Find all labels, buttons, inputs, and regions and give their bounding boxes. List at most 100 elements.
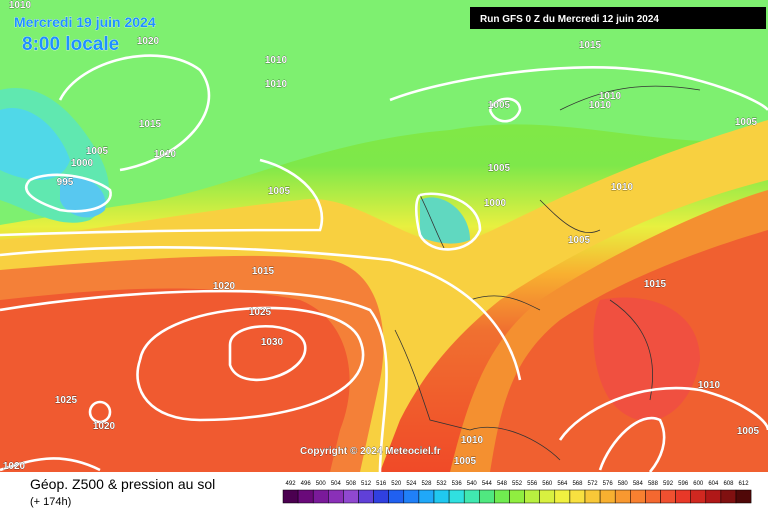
copyright: Copyright © 2024 Meteociel.fr bbox=[300, 446, 441, 457]
legend-label: 536 bbox=[452, 481, 463, 487]
legend-swatch bbox=[720, 489, 737, 504]
legend-label: 584 bbox=[633, 481, 644, 487]
legend-swatch bbox=[433, 489, 450, 504]
legend-label: 560 bbox=[542, 481, 553, 487]
isobar-label: 1020 bbox=[93, 421, 116, 432]
legend-label: 612 bbox=[739, 481, 750, 487]
isobar-label: 1005 bbox=[568, 235, 591, 246]
legend-label: 576 bbox=[603, 481, 614, 487]
legend-swatch bbox=[282, 489, 299, 504]
legend-swatch bbox=[494, 489, 510, 504]
legend-label: 512 bbox=[361, 481, 372, 487]
legend-swatch bbox=[297, 489, 314, 504]
isobar-label: 1010 bbox=[265, 79, 288, 90]
legend-swatch bbox=[645, 489, 661, 504]
isobar-label: 1005 bbox=[86, 146, 109, 157]
isobar-label: 1000 bbox=[484, 198, 507, 209]
isobar-label: 1005 bbox=[488, 163, 511, 174]
isobar-label: 1010 bbox=[589, 100, 612, 111]
isobars bbox=[0, 54, 768, 473]
legend-label: 500 bbox=[316, 481, 327, 487]
legend-label: 588 bbox=[648, 481, 659, 487]
legend-swatch bbox=[403, 489, 420, 504]
local-time: 8:00 locale bbox=[22, 34, 119, 55]
legend-swatch bbox=[614, 489, 631, 504]
isobar-label: 1015 bbox=[579, 40, 602, 51]
lead-time: (+ 174h) bbox=[30, 496, 71, 508]
legend-label: 520 bbox=[391, 481, 402, 487]
legend-swatch bbox=[599, 489, 616, 504]
legend-swatch bbox=[388, 489, 405, 504]
legend-label: 592 bbox=[663, 481, 674, 487]
legend-swatch bbox=[343, 489, 359, 504]
legend-label: 568 bbox=[572, 481, 583, 487]
legend-swatch bbox=[705, 489, 722, 504]
legend-swatch bbox=[539, 489, 556, 504]
legend-label: 572 bbox=[588, 481, 599, 487]
legend-swatch bbox=[675, 489, 691, 504]
isobar-label: 1020 bbox=[137, 36, 160, 47]
isobar-label: 1010 bbox=[698, 380, 721, 391]
legend-swatch bbox=[554, 489, 571, 504]
isobar-label: 1025 bbox=[55, 395, 78, 406]
legend-label: 564 bbox=[557, 481, 568, 487]
legend-swatch bbox=[312, 489, 329, 504]
legend-swatch bbox=[463, 489, 480, 504]
isobar-label: 1010 bbox=[599, 91, 622, 102]
legend-label: 528 bbox=[421, 481, 432, 487]
legend-label: 504 bbox=[331, 481, 342, 487]
run-banner bbox=[470, 7, 766, 29]
isobar-label: 1020 bbox=[213, 281, 236, 292]
isobar-label: 1000 bbox=[71, 158, 94, 169]
isobar-label: 1005 bbox=[737, 426, 760, 437]
isobar-label: 1005 bbox=[488, 100, 511, 111]
isobar-label: 1015 bbox=[644, 279, 667, 290]
legend-swatch bbox=[660, 489, 676, 504]
legend-label: 544 bbox=[482, 481, 493, 487]
legend-label: 524 bbox=[406, 481, 417, 487]
isobar-label: 1020 bbox=[3, 461, 26, 472]
legend-label: 532 bbox=[437, 481, 448, 487]
legend-swatch bbox=[358, 489, 374, 504]
isobar-label: 1010 bbox=[154, 149, 177, 160]
isobar-label: 1010 bbox=[611, 182, 634, 193]
legend-label: 608 bbox=[723, 481, 734, 487]
isobar-label: 1010 bbox=[9, 0, 32, 11]
isobar-label: 995 bbox=[57, 177, 74, 188]
legend-swatch bbox=[328, 489, 344, 504]
legend-swatch bbox=[448, 489, 465, 504]
legend-label: 600 bbox=[693, 481, 704, 487]
isobar-label: 1030 bbox=[261, 337, 284, 348]
legend-label: 596 bbox=[678, 481, 689, 487]
isobar-label: 1010 bbox=[461, 435, 484, 446]
legend-label: 552 bbox=[512, 481, 523, 487]
legend-label: 492 bbox=[286, 481, 297, 487]
coastlines bbox=[394, 85, 701, 461]
isobar-label: 1010 bbox=[265, 55, 288, 66]
isobar-label: 1005 bbox=[735, 117, 758, 128]
legend-label: 580 bbox=[618, 481, 629, 487]
isobar-labels: 1010102010101010101510051010101010051015… bbox=[3, 0, 760, 472]
legend-label: 540 bbox=[467, 481, 478, 487]
isobar-label: 1015 bbox=[252, 266, 275, 277]
legend-swatch bbox=[524, 489, 540, 504]
legend-label: 604 bbox=[708, 481, 719, 487]
legend-swatch bbox=[690, 489, 707, 504]
valid-date: Mercredi 19 juin 2024 bbox=[14, 14, 156, 30]
legend-swatch bbox=[735, 489, 752, 504]
legend-swatch bbox=[509, 489, 525, 504]
legend-swatch bbox=[479, 489, 495, 504]
legend-swatch bbox=[584, 489, 601, 504]
legend-label: 496 bbox=[301, 481, 312, 487]
isobar-label: 1015 bbox=[139, 119, 162, 130]
legend-swatch bbox=[630, 489, 646, 504]
legend-swatch bbox=[373, 489, 389, 504]
legend-label: 548 bbox=[497, 481, 508, 487]
legend-label: 556 bbox=[527, 481, 538, 487]
legend-swatch bbox=[418, 489, 435, 504]
legend-label: 508 bbox=[346, 481, 357, 487]
legend-swatch bbox=[569, 489, 586, 504]
color-scale: 492 496 500 504 508 512 516 520 524 528 532 536 540 5… bbox=[282, 481, 752, 504]
isobar-label: 1005 bbox=[268, 186, 291, 197]
